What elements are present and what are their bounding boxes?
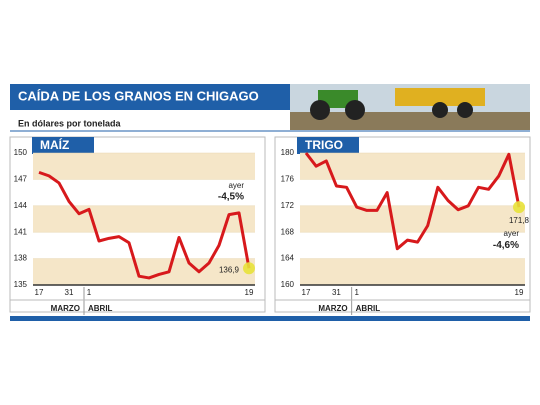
month-label: ABRIL xyxy=(356,304,381,313)
x-tick-label: 31 xyxy=(332,288,341,297)
x-tick-label: 1 xyxy=(87,288,92,297)
last-point xyxy=(513,201,525,214)
band xyxy=(33,205,255,233)
y-tick-label: 150 xyxy=(14,148,28,157)
chart-title: TRIGO xyxy=(305,138,343,152)
y-tick-label: 168 xyxy=(281,227,295,236)
y-tick-label: 160 xyxy=(281,280,295,289)
y-tick-label: 141 xyxy=(14,227,28,236)
tractor-image xyxy=(290,84,530,130)
month-label: ABRIL xyxy=(88,304,113,313)
band xyxy=(33,153,255,180)
x-tick-label: 19 xyxy=(515,288,524,297)
annotation: ayer xyxy=(503,229,519,238)
chart-tag xyxy=(297,137,359,154)
month-label: MARZO xyxy=(318,304,347,313)
line xyxy=(304,152,521,251)
last-point xyxy=(243,262,255,275)
x-tick-label: 1 xyxy=(354,288,359,297)
y-tick-label: 180 xyxy=(281,148,295,157)
band xyxy=(300,153,525,180)
x-tick-label: 17 xyxy=(302,288,311,297)
chart-title: MAÍZ xyxy=(40,137,69,152)
y-tick-label: 144 xyxy=(14,201,28,210)
annotation: -4,6% xyxy=(493,240,519,251)
y-tick-label: 147 xyxy=(14,175,28,184)
footer-bar xyxy=(10,316,530,321)
annotation: ayer xyxy=(228,181,244,190)
y-tick-label: 164 xyxy=(281,254,295,263)
x-tick-label: 19 xyxy=(245,288,254,297)
chart-tag xyxy=(32,137,94,154)
band xyxy=(300,258,525,285)
title: CAÍDA DE LOS GRANOS EN CHIGAGO xyxy=(18,88,259,103)
panel-border xyxy=(9,136,266,313)
month-label: MARZO xyxy=(51,304,80,313)
value-label: 171,8 xyxy=(509,216,530,225)
y-tick-label: 176 xyxy=(281,175,295,184)
annotation: -4,5% xyxy=(218,192,244,203)
y-tick-label: 138 xyxy=(14,254,28,263)
x-tick-label: 31 xyxy=(65,288,74,297)
band xyxy=(300,205,525,233)
subtitle: En dólares por tonelada xyxy=(18,118,122,128)
line xyxy=(38,170,251,280)
y-tick-label: 172 xyxy=(281,201,295,210)
y-tick-label: 135 xyxy=(14,280,28,289)
panel-border xyxy=(274,136,531,313)
value-label: 136,9 xyxy=(219,265,240,274)
x-tick-label: 17 xyxy=(35,288,44,297)
band xyxy=(33,258,255,285)
